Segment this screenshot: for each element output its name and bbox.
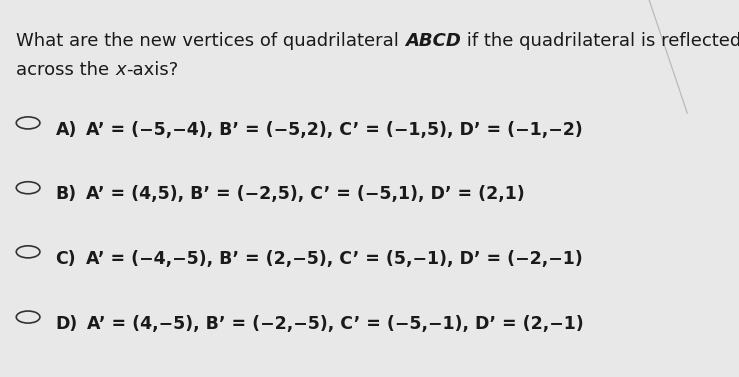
Text: A’ = (4,5), B’ = (−2,5), C’ = (−5,1), D’ = (2,1): A’ = (4,5), B’ = (−2,5), C’ = (−5,1), D’… xyxy=(81,185,525,204)
Text: across the: across the xyxy=(16,61,115,79)
Text: A’ = (4,−5), B’ = (−2,−5), C’ = (−5,−1), D’ = (2,−1): A’ = (4,−5), B’ = (−2,−5), C’ = (−5,−1),… xyxy=(81,315,584,333)
Text: ABCD: ABCD xyxy=(405,32,460,50)
Text: What are the new vertices of quadrilateral: What are the new vertices of quadrilater… xyxy=(16,32,405,50)
Text: A’ = (−5,−4), B’ = (−5,2), C’ = (−1,5), D’ = (−1,−2): A’ = (−5,−4), B’ = (−5,2), C’ = (−1,5), … xyxy=(81,121,583,139)
Text: A): A) xyxy=(55,121,77,139)
Text: B): B) xyxy=(55,185,77,204)
Text: -axis?: -axis? xyxy=(126,61,178,79)
Text: x: x xyxy=(115,61,126,79)
Text: D): D) xyxy=(55,315,78,333)
Text: C): C) xyxy=(55,250,76,268)
Text: if the quadrilateral is reflected: if the quadrilateral is reflected xyxy=(460,32,739,50)
Text: A’ = (−4,−5), B’ = (2,−5), C’ = (5,−1), D’ = (−2,−1): A’ = (−4,−5), B’ = (2,−5), C’ = (5,−1), … xyxy=(80,250,582,268)
